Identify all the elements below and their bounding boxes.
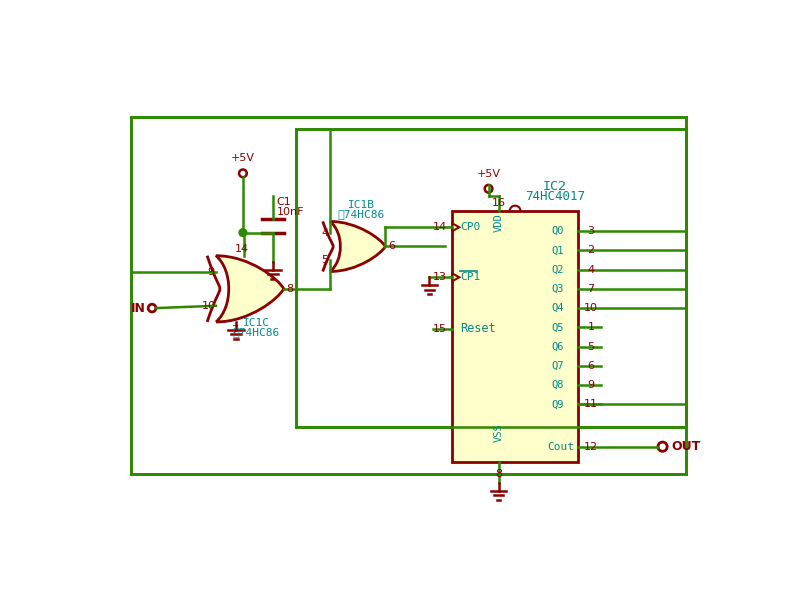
Polygon shape xyxy=(452,223,459,231)
Text: Q4: Q4 xyxy=(551,303,563,313)
Text: Reset: Reset xyxy=(460,322,496,335)
Text: Q6: Q6 xyxy=(551,342,563,352)
PathPatch shape xyxy=(216,256,284,322)
Text: Q8: Q8 xyxy=(551,380,563,390)
Text: 10nF: 10nF xyxy=(277,207,304,217)
Text: 13: 13 xyxy=(433,272,447,282)
Text: 2: 2 xyxy=(587,245,594,255)
Text: 4: 4 xyxy=(587,265,594,275)
Text: 7: 7 xyxy=(231,324,238,335)
Text: 6: 6 xyxy=(587,361,594,371)
Text: +5V: +5V xyxy=(477,168,501,178)
Text: IC1B: IC1B xyxy=(348,200,375,210)
Circle shape xyxy=(239,229,246,236)
Text: IC2: IC2 xyxy=(542,180,566,193)
Text: 10: 10 xyxy=(202,301,216,311)
Text: 6: 6 xyxy=(388,242,395,252)
Text: CP0: CP0 xyxy=(460,222,480,232)
Text: 5: 5 xyxy=(321,255,328,265)
Text: Q2: Q2 xyxy=(551,265,563,275)
Text: CP1: CP1 xyxy=(460,272,480,282)
Text: Q5: Q5 xyxy=(551,322,563,332)
Text: +5V: +5V xyxy=(231,153,255,163)
Text: Q7: Q7 xyxy=(551,361,563,371)
Text: VDD: VDD xyxy=(494,213,503,232)
Text: Q0: Q0 xyxy=(551,226,563,236)
Text: 10: 10 xyxy=(584,303,598,313)
Text: 9: 9 xyxy=(587,380,594,390)
Text: 14: 14 xyxy=(235,244,250,254)
Text: Q3: Q3 xyxy=(551,284,563,294)
Polygon shape xyxy=(452,274,459,281)
Text: 䝇74HC86: 䝇74HC86 xyxy=(338,209,385,219)
Text: Q1: Q1 xyxy=(551,245,563,255)
Text: Cout: Cout xyxy=(547,441,574,452)
Text: 7: 7 xyxy=(587,284,594,294)
Text: Q9: Q9 xyxy=(551,400,563,410)
Text: 1: 1 xyxy=(587,322,594,332)
Text: 3: 3 xyxy=(587,226,594,236)
PathPatch shape xyxy=(330,222,386,271)
Text: VSS: VSS xyxy=(494,423,503,442)
Text: 8: 8 xyxy=(286,284,294,294)
Text: 14: 14 xyxy=(433,222,447,232)
Text: C1: C1 xyxy=(277,197,291,207)
Text: OUT: OUT xyxy=(672,440,701,453)
Text: 5: 5 xyxy=(587,342,594,352)
Text: 74HC4017: 74HC4017 xyxy=(525,190,585,203)
Bar xyxy=(131,117,686,473)
Text: 9: 9 xyxy=(207,267,214,277)
Text: IN: IN xyxy=(131,301,146,314)
Bar xyxy=(452,211,578,462)
Text: 4: 4 xyxy=(321,228,328,238)
Text: IC1C: IC1C xyxy=(242,318,270,328)
Text: 8: 8 xyxy=(495,469,502,479)
Text: 12: 12 xyxy=(584,441,598,452)
Text: 16: 16 xyxy=(491,199,506,209)
Bar xyxy=(296,129,686,427)
Text: 䝇74HC86: 䝇74HC86 xyxy=(232,327,280,337)
Text: 11: 11 xyxy=(584,400,598,410)
Text: 15: 15 xyxy=(433,324,447,334)
